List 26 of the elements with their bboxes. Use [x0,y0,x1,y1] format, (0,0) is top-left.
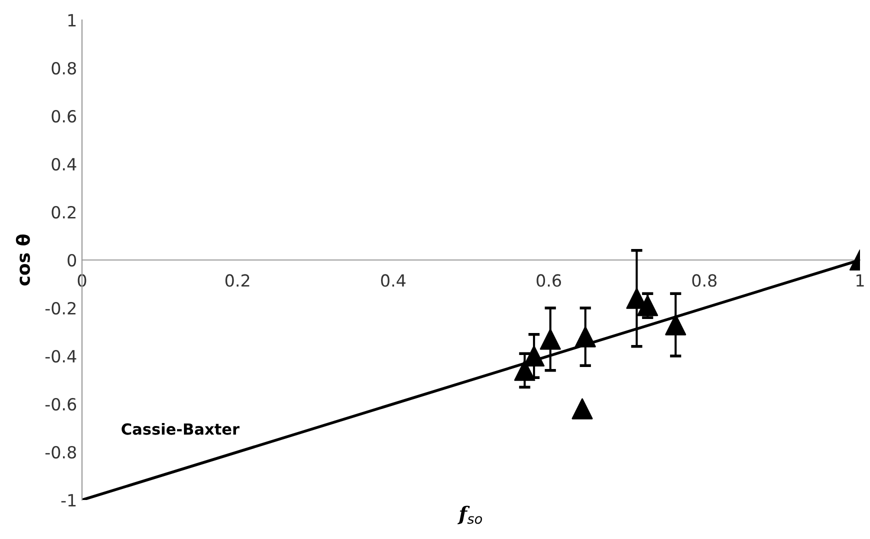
annotation: Cassie-Baxter [122,423,240,435]
point [637,295,658,316]
y-axis-title: cos θ [16,234,30,286]
y-tick-label: 0.8 [52,62,76,75]
point [574,326,596,348]
point [540,328,561,350]
y-tick-label: 0.4 [52,158,76,171]
y-tick-label: 0.6 [52,110,76,123]
y-tick-label: -0.6 [45,398,76,411]
point [572,398,593,420]
y-tick-label: -0.2 [45,302,76,315]
x-tick-label: 0.4 [381,274,406,287]
point [514,360,536,381]
y-tick-label: -0.4 [45,350,76,363]
x-axis-title: f$_{so}$ [458,506,482,524]
x-tick-label: 0.6 [536,274,562,287]
point [665,314,686,336]
x-tick-label: 0.8 [692,274,717,287]
point [524,345,545,367]
y-tick-label: 1 [68,14,76,26]
y-tick-label: -1 [61,494,76,506]
x-tick-label: 0.2 [225,274,250,287]
y-tick-label: 0 [68,254,76,267]
y-tick-label: 0.2 [52,206,76,219]
y-tick-label: -0.8 [45,446,76,459]
x-tick-label: 1 [856,274,864,287]
